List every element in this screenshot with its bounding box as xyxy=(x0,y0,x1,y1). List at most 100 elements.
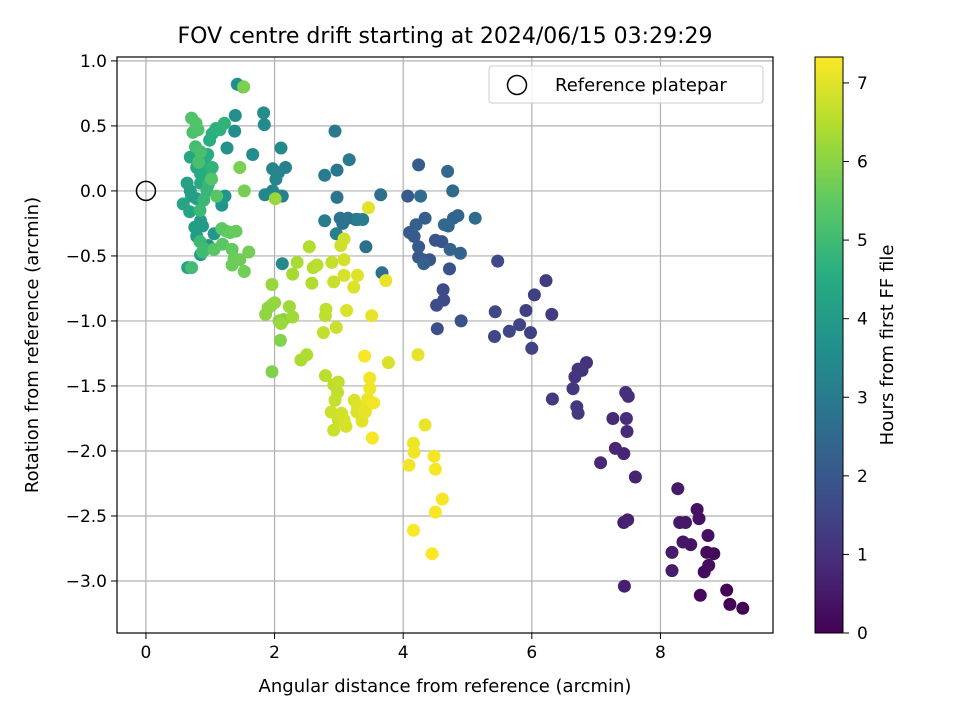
legend: Reference platepar xyxy=(488,65,764,104)
data-point xyxy=(269,172,283,186)
data-point xyxy=(324,405,338,419)
chart-title: FOV centre drift starting at 2024/06/15 … xyxy=(178,24,713,49)
data-point xyxy=(690,503,704,516)
data-point xyxy=(468,211,482,225)
data-point xyxy=(305,276,319,290)
data-point xyxy=(192,155,206,169)
data-point xyxy=(363,382,377,396)
colorbar: 0 1 2 3 4 5 6 7 Hours from first FF file xyxy=(814,56,898,644)
data-point xyxy=(453,246,467,260)
data-point xyxy=(619,412,633,425)
data-point xyxy=(237,265,251,278)
data-point xyxy=(620,425,634,438)
data-point xyxy=(197,193,211,207)
data-point xyxy=(736,601,750,615)
data-point xyxy=(246,148,260,161)
x-tick-label: 2 xyxy=(269,643,280,663)
data-point xyxy=(268,192,282,206)
data-point xyxy=(606,412,620,425)
data-point xyxy=(435,492,449,506)
data-point xyxy=(701,529,715,542)
data-point xyxy=(205,172,218,186)
data-point xyxy=(402,458,416,472)
data-point xyxy=(185,261,199,275)
data-point xyxy=(417,257,431,271)
y-tick-label: −2.5 xyxy=(66,507,107,527)
data-point xyxy=(436,283,450,297)
data-point xyxy=(233,161,247,174)
data-point xyxy=(428,505,442,519)
data-point xyxy=(362,201,375,215)
data-point xyxy=(446,184,460,198)
data-point xyxy=(443,262,456,276)
data-point xyxy=(233,253,247,267)
data-point xyxy=(608,441,622,455)
data-point xyxy=(339,419,353,433)
data-point xyxy=(327,423,341,437)
data-point xyxy=(329,320,343,334)
data-point xyxy=(723,597,737,611)
data-point xyxy=(188,220,202,234)
data-point xyxy=(381,356,395,370)
data-point xyxy=(220,141,234,155)
x-tick-label: 4 xyxy=(398,643,409,663)
data-point xyxy=(594,456,608,470)
data-point xyxy=(331,375,345,389)
data-point xyxy=(228,124,242,138)
data-point xyxy=(702,558,716,572)
data-point xyxy=(411,348,425,362)
data-point xyxy=(274,317,288,330)
data-point xyxy=(268,296,282,310)
data-point xyxy=(428,462,442,476)
data-point xyxy=(290,255,304,269)
data-points xyxy=(176,77,750,615)
colorbar-tick-label: 2 xyxy=(857,467,868,487)
data-point xyxy=(319,302,333,316)
x-axis-label: Angular distance from reference (arcmin) xyxy=(259,676,632,697)
data-point xyxy=(273,333,287,347)
colorbar-gradient xyxy=(814,56,844,634)
data-point xyxy=(265,365,279,379)
colorbar-tick-label: 5 xyxy=(857,231,868,251)
data-point xyxy=(257,106,271,120)
y-axis-label: Rotation from reference (arcmin) xyxy=(22,197,43,493)
data-point xyxy=(229,224,243,238)
data-point xyxy=(340,304,354,317)
y-tick-label: 0.5 xyxy=(80,117,107,137)
data-point xyxy=(502,324,516,338)
data-point xyxy=(328,124,342,138)
data-point xyxy=(430,298,444,312)
data-point xyxy=(359,240,373,254)
data-point xyxy=(571,406,585,420)
data-point xyxy=(266,162,280,176)
data-point xyxy=(327,275,341,289)
data-point xyxy=(720,583,734,597)
data-point xyxy=(363,371,377,385)
data-point xyxy=(274,141,288,155)
data-point xyxy=(265,278,279,291)
data-point xyxy=(282,300,296,314)
data-point xyxy=(325,255,339,269)
data-point xyxy=(286,310,300,324)
y-tick-label: −2.0 xyxy=(66,442,107,462)
y-tick-label: −1.0 xyxy=(66,312,107,332)
data-point xyxy=(619,386,633,399)
legend-label: Reference platepar xyxy=(555,75,727,96)
data-point xyxy=(412,158,426,172)
colorbar-label: Hours from first FF file xyxy=(877,245,898,446)
data-point xyxy=(430,322,444,336)
data-point xyxy=(365,309,379,323)
data-point xyxy=(258,188,272,202)
y-axis: 1.0 0.5 0.0 −0.5 −1.0 −1.5 −2.0 −2.5 −3.0 xyxy=(66,52,117,592)
data-point xyxy=(665,564,679,578)
data-point xyxy=(454,314,468,328)
y-tick-label: −0.5 xyxy=(66,247,107,267)
data-point xyxy=(568,370,582,384)
data-point xyxy=(374,188,388,202)
data-point xyxy=(205,161,219,174)
data-point xyxy=(621,513,635,527)
data-point xyxy=(409,218,423,232)
data-point xyxy=(418,418,432,432)
data-point xyxy=(365,431,379,445)
colorbar-tick-label: 0 xyxy=(857,624,868,644)
